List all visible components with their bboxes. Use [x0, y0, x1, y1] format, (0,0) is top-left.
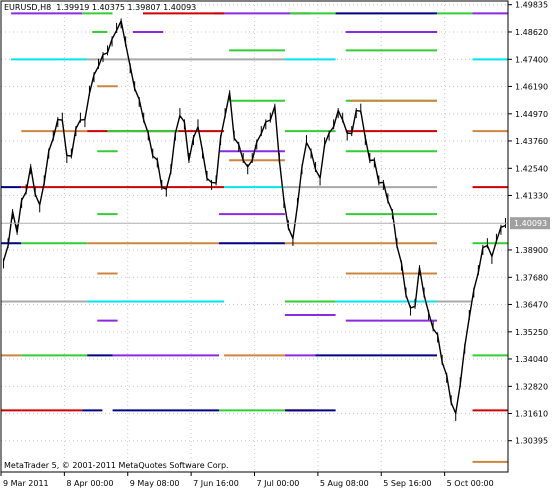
- x-tick-label: 5 Sep 16:00: [383, 479, 431, 488]
- y-tick-label: 1.35250: [515, 328, 548, 337]
- y-tick-label: 1.48620: [515, 28, 548, 37]
- x-tick-label: 8 Apr 00:00: [66, 479, 113, 488]
- y-axis-ticks: 1.49835 1.48620 1.47400 1.46190 1.44970 1.437…: [508, 1, 548, 446]
- y-tick-label: 1.46190: [515, 82, 548, 91]
- x-tick-label: 7 Jul 00:00: [257, 479, 300, 488]
- x-axis-ticks: 9 Mar 2011 8 Apr 00:00 9 May 08:00 7 Jun 16…: [0, 472, 494, 488]
- chart-header-ohlc: EURUSD,H8 1.39919 1.40375 1.39807 1.4009…: [4, 3, 197, 12]
- y-tick-label: 1.38900: [515, 246, 548, 255]
- current-price-badge: [510, 217, 550, 230]
- x-tick-label: 7 Jun 16:00: [193, 479, 239, 488]
- x-tick-label: 5 Aug 08:00: [320, 479, 369, 488]
- x-tick-label: 9 May 08:00: [130, 479, 180, 488]
- level-lines: [1, 12, 508, 463]
- price-line: [2, 20, 506, 415]
- y-tick-label: 1.43760: [515, 137, 548, 146]
- y-tick-label: 1.47400: [515, 55, 548, 64]
- current-price-marker: 1.40093: [510, 217, 550, 230]
- y-tick-label: 1.42540: [515, 164, 548, 173]
- y-tick-label: 1.41330: [515, 191, 548, 200]
- copyright-text: MetaTrader 5, © 2001-2011 MetaQuotes Sof…: [4, 461, 229, 470]
- y-tick-label: 1.44970: [515, 110, 548, 119]
- x-tick-label: 9 Mar 2011: [3, 479, 49, 488]
- y-tick-label: 1.31610: [515, 409, 548, 418]
- y-tick-label: 1.34040: [515, 355, 548, 364]
- y-tick-label: 1.37680: [515, 273, 548, 282]
- price-series: [1, 18, 508, 421]
- y-tick-label: 1.32820: [515, 382, 548, 391]
- grid-layer: [1, 1, 508, 472]
- y-tick-label: 1.49835: [515, 1, 548, 10]
- current-price-label: 1.40093: [514, 219, 547, 228]
- y-tick-label: 1.30395: [515, 437, 548, 446]
- y-tick-label: 1.36470: [515, 300, 548, 309]
- x-tick-label: 5 Oct 00:00: [447, 479, 494, 488]
